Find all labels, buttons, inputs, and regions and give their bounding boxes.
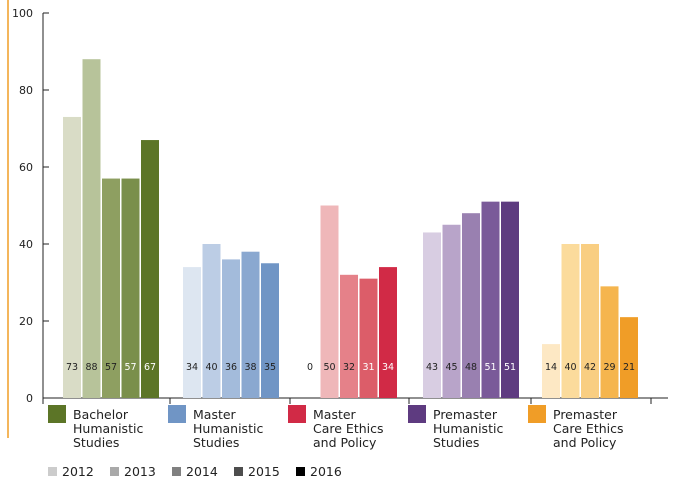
bar-value-label: 73 bbox=[66, 362, 78, 373]
year-legend: 2012 2013 2014 2015 2016 bbox=[48, 464, 342, 479]
bar-value-label: 32 bbox=[343, 362, 355, 373]
bar-value-label: 45 bbox=[445, 362, 457, 373]
legend-label: Humanistic bbox=[193, 421, 263, 436]
y-tick-label: 80 bbox=[19, 84, 33, 97]
legend-label: Humanistic bbox=[433, 421, 503, 436]
bar bbox=[141, 140, 159, 399]
bar-value-label: 67 bbox=[144, 362, 156, 373]
bar-value-label: 40 bbox=[564, 362, 576, 373]
bar-value-label: 35 bbox=[264, 362, 276, 373]
bar-value-label: 38 bbox=[244, 362, 256, 373]
legend-swatch bbox=[408, 405, 426, 423]
legend-label: Care Ethics bbox=[313, 421, 384, 436]
bars bbox=[63, 59, 638, 399]
year-swatch bbox=[296, 467, 305, 476]
bar bbox=[501, 201, 519, 398]
bar-value-label: 34 bbox=[382, 362, 394, 373]
program-legend: BachelorHumanisticStudiesMasterHumanisti… bbox=[48, 405, 624, 450]
bar bbox=[600, 286, 619, 398]
bar bbox=[542, 344, 560, 398]
year-swatch bbox=[234, 467, 243, 476]
bar-value-label: 36 bbox=[225, 362, 237, 373]
bar bbox=[183, 267, 201, 398]
legend-swatch bbox=[48, 405, 66, 423]
bar bbox=[340, 274, 358, 398]
legend-label: Premaster bbox=[433, 407, 498, 422]
bar bbox=[481, 201, 500, 398]
bar bbox=[379, 267, 397, 398]
bar-value-label: 51 bbox=[484, 362, 496, 373]
legend-label: Studies bbox=[193, 435, 239, 450]
bar bbox=[620, 317, 638, 398]
bar bbox=[359, 278, 378, 398]
bar bbox=[121, 178, 140, 398]
year-swatch bbox=[172, 467, 181, 476]
bar-value-label: 43 bbox=[426, 362, 438, 373]
bar bbox=[241, 251, 260, 398]
legend-label: Bachelor bbox=[73, 407, 129, 422]
bar bbox=[82, 59, 101, 398]
bar-value-label: 57 bbox=[124, 362, 136, 373]
bar-value-label: 50 bbox=[323, 362, 335, 373]
y-tick-label: 0 bbox=[26, 392, 33, 405]
bar bbox=[102, 178, 120, 398]
bar bbox=[561, 244, 580, 398]
bar-value-label: 40 bbox=[205, 362, 217, 373]
legend-swatch bbox=[288, 405, 306, 423]
legend-swatch bbox=[528, 405, 546, 423]
legend-label: Studies bbox=[73, 435, 119, 450]
legend-label: Care Ethics bbox=[553, 421, 624, 436]
year-label: 2013 bbox=[124, 464, 156, 479]
legend-label: Humanistic bbox=[73, 421, 143, 436]
legend-label: Master bbox=[313, 407, 357, 422]
year-swatch bbox=[110, 467, 119, 476]
year-label: 2012 bbox=[62, 464, 94, 479]
bar bbox=[320, 205, 339, 398]
y-tick-label: 40 bbox=[19, 238, 33, 251]
bar bbox=[63, 116, 81, 398]
legend-label: Premaster bbox=[553, 407, 618, 422]
legend-label: and Policy bbox=[553, 435, 617, 450]
bar-value-label: 57 bbox=[105, 362, 117, 373]
bar-value-label: 21 bbox=[623, 362, 635, 373]
bar-value-label: 42 bbox=[584, 362, 596, 373]
bar bbox=[423, 232, 441, 398]
year-label: 2016 bbox=[310, 464, 342, 479]
y-tick-label: 60 bbox=[19, 161, 33, 174]
bar-value-label: 48 bbox=[465, 362, 477, 373]
bar-value-label: 0 bbox=[307, 362, 313, 373]
bar-value-labels: 73 88 57 57 67 34 40 36 38 35 0 50 32 31 34 43 45 48 51 51 1… bbox=[66, 362, 635, 373]
bar bbox=[222, 259, 240, 398]
bar-value-label: 29 bbox=[603, 362, 615, 373]
year-label: 2015 bbox=[248, 464, 280, 479]
year-label: 2014 bbox=[186, 464, 218, 479]
y-tick-label: 100 bbox=[12, 7, 33, 20]
legend-label: Studies bbox=[433, 435, 479, 450]
bar-value-label: 34 bbox=[186, 362, 198, 373]
y-tick-label: 20 bbox=[19, 315, 33, 328]
legend-label: and Policy bbox=[313, 435, 377, 450]
bar-value-label: 31 bbox=[362, 362, 374, 373]
bar bbox=[462, 213, 480, 398]
bar bbox=[261, 263, 279, 398]
year-swatch bbox=[48, 467, 57, 476]
bar bbox=[442, 224, 461, 398]
legend-swatch bbox=[168, 405, 186, 423]
bar-value-label: 51 bbox=[504, 362, 516, 373]
legend-label: Master bbox=[193, 407, 237, 422]
bar bbox=[202, 244, 221, 398]
bar bbox=[581, 244, 599, 398]
bar-value-label: 88 bbox=[85, 362, 97, 373]
bar-value-label: 14 bbox=[545, 362, 557, 373]
